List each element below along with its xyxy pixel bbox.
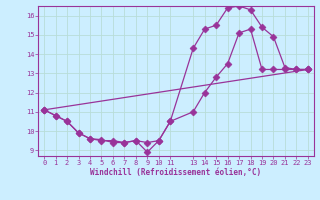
X-axis label: Windchill (Refroidissement éolien,°C): Windchill (Refroidissement éolien,°C)	[91, 168, 261, 177]
